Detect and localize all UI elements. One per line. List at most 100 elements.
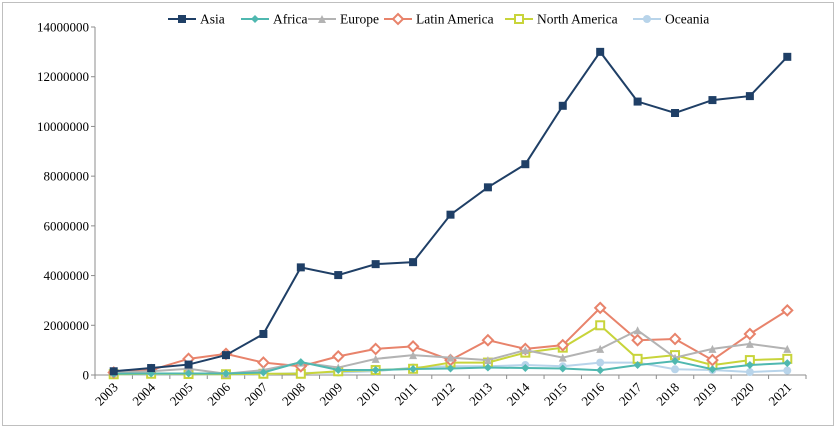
data-point — [643, 15, 651, 23]
data-point — [708, 365, 717, 374]
x-tick-label: 2021 — [765, 380, 794, 409]
data-point — [371, 366, 380, 375]
data-point — [483, 363, 492, 372]
data-point — [780, 303, 794, 317]
data-point — [556, 338, 570, 352]
data-point — [783, 52, 792, 61]
data-point — [521, 160, 530, 169]
data-point — [318, 15, 326, 23]
y-tick-label: 8000000 — [44, 169, 90, 184]
legend-item-europe: Europe — [308, 12, 379, 27]
x-tick-label: 2011 — [392, 380, 421, 409]
x-tick-label: 2014 — [503, 379, 532, 408]
data-point — [147, 364, 156, 373]
y-tick-label: 0 — [83, 368, 90, 383]
data-point — [745, 92, 754, 101]
x-tick-label: 2003 — [92, 380, 121, 409]
data-point — [596, 358, 605, 367]
legend-label: Africa — [273, 12, 307, 27]
data-point — [743, 327, 757, 341]
data-point — [558, 101, 567, 110]
y-tick-label: 14000000 — [37, 20, 89, 35]
x-tick-label: 2010 — [354, 380, 383, 409]
data-point — [334, 271, 343, 280]
data-point — [259, 329, 268, 338]
data-point — [406, 340, 420, 353]
legend-item-latin-america: Latin America — [384, 12, 494, 27]
data-point — [481, 333, 495, 347]
data-point — [633, 97, 642, 106]
data-point — [706, 353, 719, 367]
x-tick-label: 2019 — [691, 380, 720, 409]
legend-label: Europe — [340, 12, 379, 27]
data-point — [596, 47, 605, 56]
legend-label: Asia — [200, 12, 225, 27]
data-point — [558, 364, 567, 373]
data-point — [184, 360, 193, 369]
x-tick-label: 2004 — [129, 379, 158, 408]
data-point — [259, 368, 268, 377]
data-point — [514, 14, 524, 24]
data-point — [251, 15, 259, 23]
y-tick-label: 6000000 — [44, 218, 90, 233]
data-point — [633, 326, 642, 335]
data-point — [409, 258, 418, 267]
data-point — [668, 332, 682, 346]
data-point — [745, 339, 754, 348]
data-point — [558, 353, 567, 362]
x-tick-label: 2013 — [466, 380, 495, 409]
series-layer — [107, 47, 794, 380]
data-point — [708, 344, 717, 353]
data-point — [331, 349, 345, 363]
data-point — [745, 361, 754, 370]
data-point — [671, 109, 680, 118]
data-point — [783, 344, 792, 353]
data-point — [596, 344, 605, 353]
data-point — [184, 364, 193, 373]
data-point — [671, 365, 680, 374]
data-point — [633, 361, 642, 370]
y-tick-label: 10000000 — [37, 119, 89, 134]
legend-label: Latin America — [416, 12, 494, 27]
x-tick-label: 2017 — [616, 379, 645, 408]
data-point — [483, 356, 492, 365]
legend: Asia Africa Europe Latin America North Ameri… — [168, 12, 709, 27]
data-point — [745, 368, 754, 377]
legend-item-asia: Asia — [168, 12, 225, 27]
y-tick-label: 12000000 — [37, 69, 89, 84]
x-tick-label: 2008 — [279, 380, 308, 409]
data-point — [391, 12, 405, 26]
data-point — [109, 367, 118, 376]
data-point — [521, 346, 530, 355]
data-point — [178, 15, 186, 23]
x-tick-label: 2015 — [541, 380, 570, 409]
legend-label: Oceania — [665, 12, 709, 27]
data-point — [708, 96, 717, 105]
legend-item-africa: Africa — [241, 12, 307, 27]
data-point — [221, 369, 230, 378]
y-tick-label: 4000000 — [44, 268, 90, 283]
x-tick-label: 2006 — [204, 379, 233, 408]
series-asia — [109, 47, 792, 376]
data-point — [369, 342, 383, 356]
data-point — [521, 364, 530, 373]
data-point — [296, 263, 305, 272]
data-point — [671, 357, 680, 366]
data-point — [409, 365, 418, 374]
data-point — [783, 366, 792, 375]
data-point — [595, 320, 606, 331]
x-tick-label: 2007 — [242, 379, 271, 408]
data-point — [371, 354, 380, 363]
x-tick-label: 2020 — [728, 380, 757, 409]
legend-item-north-america: North America — [505, 12, 618, 27]
series-africa — [109, 357, 792, 378]
x-tick-label: 2005 — [167, 380, 196, 409]
data-point — [409, 351, 418, 360]
data-point — [446, 353, 455, 362]
data-point — [221, 351, 230, 360]
data-point — [783, 359, 792, 368]
x-tick-label: 2018 — [653, 380, 682, 409]
legend-item-oceania: Oceania — [633, 12, 709, 27]
data-point — [446, 364, 455, 373]
